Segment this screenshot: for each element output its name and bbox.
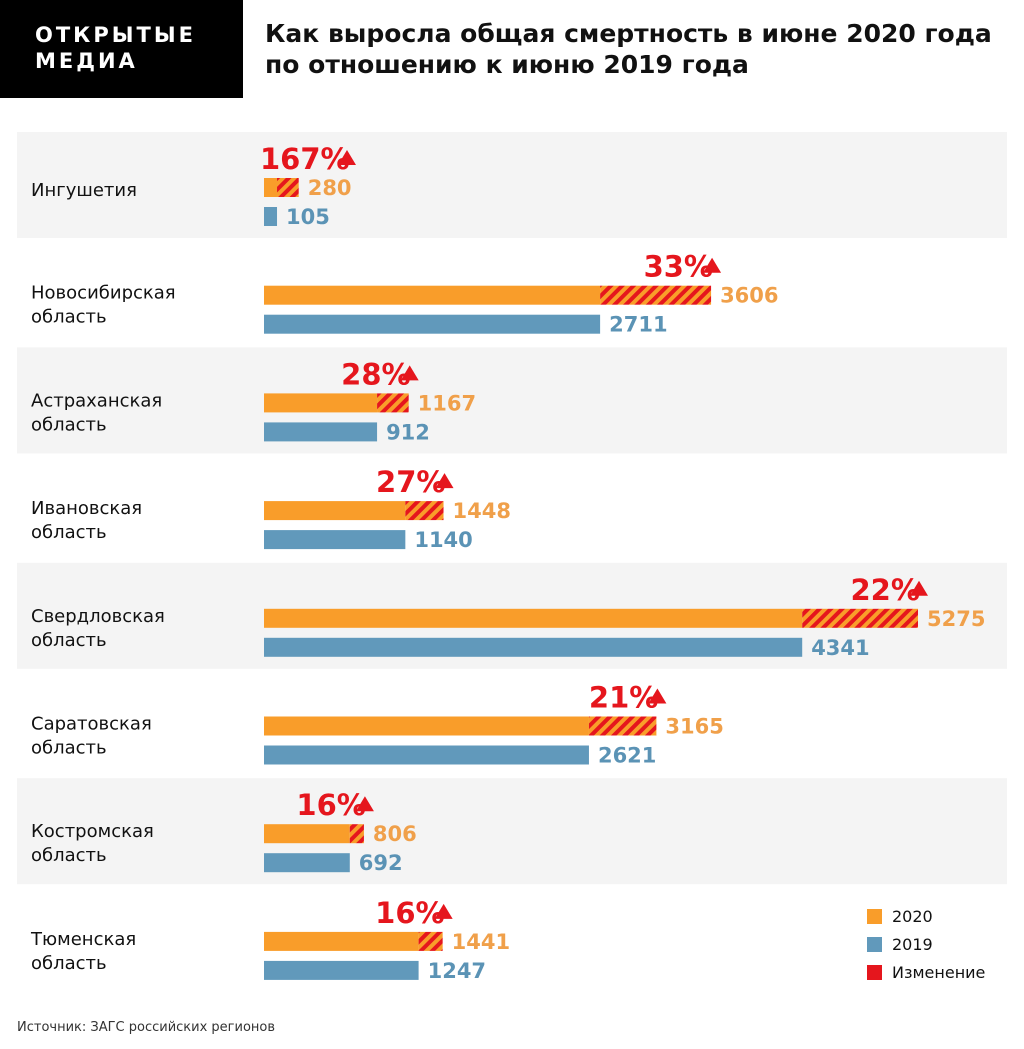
bar-2020: [264, 501, 406, 521]
change-label: 21%: [589, 681, 658, 715]
legend: 2020 2019 Изменение: [867, 902, 985, 986]
up-triangle-icon: [435, 473, 454, 489]
category-label: Свердловская область: [31, 606, 165, 651]
logo-line1: ОТКРЫТЫЕ: [35, 23, 196, 47]
logo-line2: МЕДИА: [35, 49, 138, 73]
legend-item-change: Изменение: [867, 958, 985, 986]
category-label: Новосибирская область: [31, 283, 176, 328]
category-label: Ивановская область: [31, 498, 142, 543]
bar-2020: [264, 393, 378, 413]
bar-2019: [264, 637, 803, 657]
bar-2020: [264, 285, 601, 305]
up-triangle-icon: [400, 365, 419, 381]
value-label-2020: 1167: [418, 391, 476, 415]
bar-change: [277, 178, 299, 197]
change-label: 16%: [296, 788, 365, 822]
chart-title: Как выросла общая смертность в июне 2020…: [265, 19, 992, 79]
up-triangle-icon: [703, 257, 722, 273]
value-label-2020: 806: [373, 822, 417, 846]
value-label-2019: 1140: [414, 528, 472, 552]
value-label-2019: 2621: [598, 744, 656, 768]
up-triangle-icon: [648, 688, 667, 704]
category-label: Ингушетия: [31, 180, 137, 201]
value-label-2020: 3165: [665, 715, 723, 739]
bar-change: [418, 931, 443, 951]
up-triangle-icon: [355, 796, 374, 812]
bar-change: [405, 501, 444, 521]
bar-2019: [264, 853, 350, 873]
change-label: 22%: [851, 573, 920, 607]
value-label-2020: 5275: [927, 607, 985, 631]
logo: ОТКРЫТЫЕ МЕДИА: [0, 0, 243, 98]
row-background: [17, 132, 1007, 238]
bar-change: [588, 716, 657, 736]
change-label: 167%: [260, 142, 350, 176]
source-note: Источник: ЗАГС российских регионов: [17, 1020, 276, 1035]
bar-change: [349, 824, 364, 844]
legend-item-2020: 2020: [867, 902, 985, 930]
legend-item-2019: 2019: [867, 930, 985, 958]
value-label-2020: 1448: [453, 499, 511, 523]
value-label-2019: 4341: [811, 636, 869, 660]
bar-change: [802, 608, 918, 628]
bar-2020: [264, 931, 419, 951]
value-label-2019: 692: [359, 851, 403, 875]
bar-2020: [264, 824, 350, 844]
up-triangle-icon: [338, 150, 356, 165]
row-background: [17, 778, 1007, 885]
value-label-2020: 3606: [720, 284, 778, 308]
change-label: 28%: [341, 357, 410, 391]
bar-change: [600, 285, 712, 305]
value-label-2020: 280: [308, 176, 352, 200]
up-triangle-icon: [434, 903, 453, 919]
bar-2019: [264, 314, 601, 334]
bar-2019: [264, 530, 406, 550]
value-label-2019: 912: [386, 420, 430, 444]
category-label: Тюменская область: [30, 929, 136, 974]
change-label: 16%: [375, 896, 444, 930]
change-label: 27%: [376, 465, 445, 499]
value-label-2019: 2711: [609, 313, 667, 337]
bar-change: [377, 393, 409, 413]
bar-2019: [264, 745, 589, 765]
bar-2019: [264, 207, 278, 226]
category-label: Саратовская область: [31, 714, 152, 759]
category-label: Костромская область: [31, 821, 154, 866]
value-label-2020: 1441: [452, 930, 510, 954]
bar-2020: [264, 716, 589, 736]
change-label: 33%: [644, 250, 713, 284]
up-triangle-icon: [910, 580, 928, 596]
bar-2019: [264, 422, 378, 442]
bar-2020: [264, 178, 278, 197]
bar-2019: [264, 960, 419, 980]
value-label-2019: 1247: [428, 959, 486, 983]
category-label: Астраханская область: [31, 390, 162, 435]
value-label-2019: 105: [286, 205, 330, 229]
bar-2020: [264, 608, 803, 628]
row-background: [17, 347, 1007, 454]
